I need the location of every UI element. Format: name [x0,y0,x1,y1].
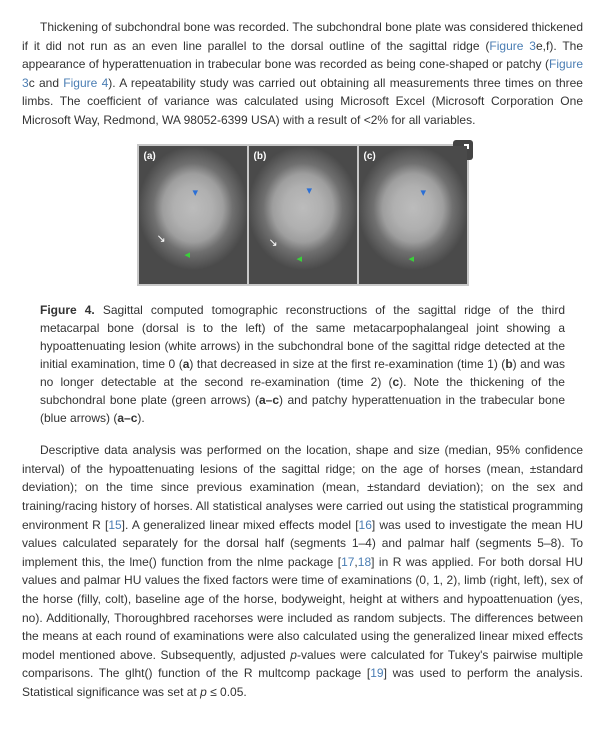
panel-ref: a–c [259,393,279,407]
panel-ref: a–c [117,411,137,425]
figure-4-panel-b: (b) ▾ ↘ ◂ [249,146,357,284]
white-arrow-icon: ↘ [269,238,278,249]
ct-image [249,146,357,284]
green-arrow-icon: ◂ [297,254,303,265]
paragraph-methods-2: Descriptive data analysis was performed … [22,441,583,701]
blue-arrow-icon: ▾ [307,186,313,197]
figure-4: (a) ▾ ↘ ◂ (b) ▾ ↘ ◂ (c) ▾ ◂ [22,144,583,290]
figure-4-panels: (a) ▾ ↘ ◂ (b) ▾ ↘ ◂ (c) ▾ ◂ [137,144,469,286]
body-text: ] in R was applied. For both dorsal HU v… [22,555,583,662]
panel-label: (a) [144,149,156,165]
p-value-symbol: p [290,648,297,662]
figure-4-panel-a: (a) ▾ ↘ ◂ [139,146,247,284]
green-arrow-icon: ◂ [185,250,191,261]
citation-15[interactable]: 15 [108,518,121,532]
citation-16[interactable]: 16 [359,518,372,532]
caption-text: ). [137,411,144,425]
p-value-symbol: p [200,685,207,699]
ct-image [139,146,247,284]
body-text: c and [29,76,64,90]
panel-label: (b) [254,149,267,165]
paragraph-methods-1: Thickening of subchondral bone was recor… [22,18,583,130]
figure-4-caption: Figure 4. Sagittal computed tomographic … [40,301,565,427]
body-text: ≤ 0.05. [207,685,247,699]
citation-18[interactable]: 18 [358,555,371,569]
figure-link-4[interactable]: Figure 4 [63,76,108,90]
caption-text: ) that decreased in size at the first re… [189,357,505,371]
white-arrow-icon: ↘ [157,234,166,245]
figure-link-3ef[interactable]: Figure 3 [489,39,536,53]
blue-arrow-icon: ▾ [421,188,427,199]
citation-17[interactable]: 17 [341,555,354,569]
blue-arrow-icon: ▾ [193,188,199,199]
figure-label: Figure 4. [40,303,95,317]
citation-19[interactable]: 19 [370,666,383,680]
green-arrow-icon: ◂ [409,254,415,265]
panel-ref: b [505,357,512,371]
body-text: ]. A generalized linear mixed effects mo… [122,518,359,532]
figure-4-panel-c: (c) ▾ ◂ [359,146,467,284]
panel-label: (c) [364,149,376,165]
